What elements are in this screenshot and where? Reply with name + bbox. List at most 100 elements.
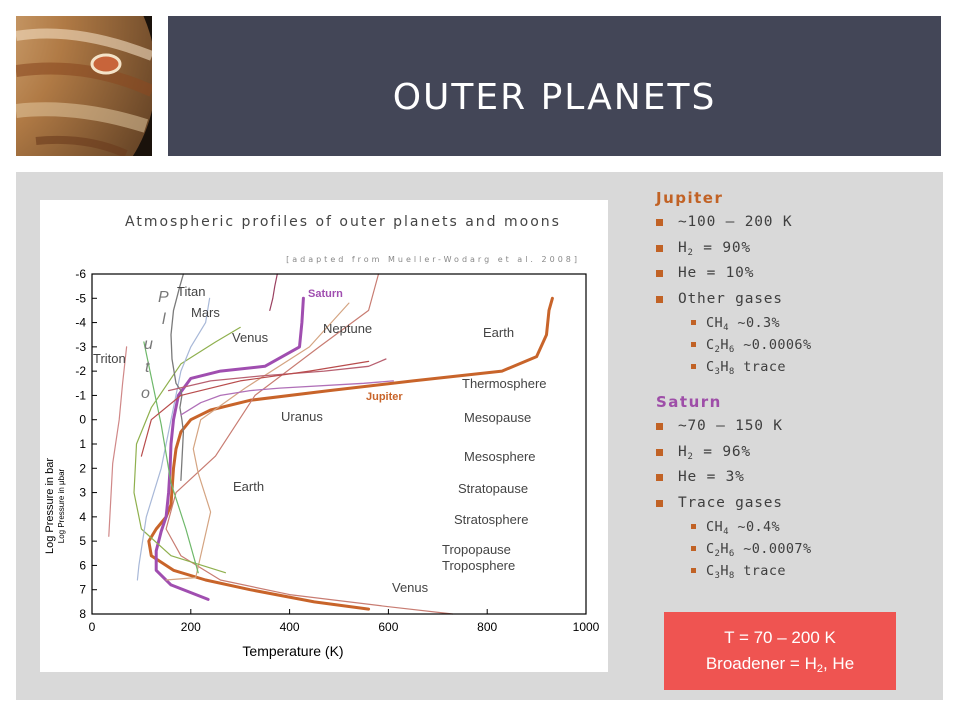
saturn-h2-value: = 96% xyxy=(693,443,751,460)
bullet-square-icon xyxy=(656,295,663,303)
list-subitem: C3H8 trace xyxy=(656,560,936,582)
list-subitem: C3H8 trace xyxy=(656,356,936,378)
summary-box: T = 70 – 200 K Broadener = H2, He xyxy=(664,612,896,690)
saturn-temp-text: ~70 – 150 K xyxy=(678,418,783,434)
chart-credit: [adapted from Mueller-Wodarg et al. 2008… xyxy=(286,255,580,264)
x-tick-label: 400 xyxy=(280,620,300,634)
label-troposphere: Troposphere xyxy=(442,558,515,573)
list-subitem: C2H6 ~0.0006% xyxy=(656,334,936,356)
formula-part: H xyxy=(720,541,729,557)
y-tick-label: 1 xyxy=(79,437,86,451)
formula-subscript: 2 xyxy=(714,549,721,559)
bullet-square-icon xyxy=(691,524,696,529)
formula-part: H xyxy=(720,337,729,353)
label-stratopause: Stratopause xyxy=(458,481,528,496)
jupiter-temp-text: ~100 – 200 K xyxy=(678,214,793,230)
formula-subscript: 6 xyxy=(728,549,735,559)
bullet-square-icon xyxy=(656,270,663,277)
bullet-square-icon xyxy=(656,244,663,252)
chart-title: Atmospheric profiles of outer planets an… xyxy=(125,214,561,230)
series-line-4 xyxy=(133,326,241,574)
pluto-label-o: o xyxy=(141,385,150,402)
series-saturn-line xyxy=(154,296,305,601)
list-item: He = 3% xyxy=(656,465,936,491)
y-tick-label: -4 xyxy=(75,316,86,330)
series-line-12 xyxy=(269,273,278,311)
label-uranus: Uranus xyxy=(281,409,323,424)
bullet-square-icon xyxy=(656,423,663,430)
formula-part: C xyxy=(706,337,715,353)
label-triton: Triton xyxy=(93,351,126,366)
plot-frame xyxy=(91,273,587,615)
label-earth-top: Earth xyxy=(483,325,514,340)
bullet-square-icon xyxy=(691,320,696,325)
list-item: H2 = 96% xyxy=(656,440,936,466)
y-tick-label: 4 xyxy=(79,510,86,524)
series-lines xyxy=(108,273,554,615)
saturn-h2-subscript: 2 xyxy=(687,451,694,462)
jupiter-image xyxy=(16,16,152,156)
label-saturn: Saturn xyxy=(308,288,343,300)
y-tick-label: -1 xyxy=(75,388,86,402)
series-line-9 xyxy=(180,380,394,416)
bullet-square-icon xyxy=(656,499,663,507)
x-tick-label: 1000 xyxy=(573,620,600,634)
formula-part: C xyxy=(706,359,715,375)
formula-subscript: 3 xyxy=(714,367,721,377)
pluto-label-p: P xyxy=(158,289,169,306)
saturn-h2-symbol: H xyxy=(678,443,688,460)
title-bar: OUTER PLANETS xyxy=(168,16,941,156)
formula-part: CH xyxy=(706,315,724,331)
list-item: Trace gases xyxy=(656,491,936,517)
formula-subscript: 2 xyxy=(714,345,721,355)
series-line-10 xyxy=(108,346,128,537)
series-line-6 xyxy=(143,341,199,574)
formula-value: ~0.0007% xyxy=(734,541,812,557)
saturn-trace-text: Trace gases xyxy=(678,494,783,511)
x-tick-label: 0 xyxy=(89,620,96,634)
label-neptune: Neptune xyxy=(323,321,372,336)
label-tropopause: Tropopause xyxy=(442,542,511,557)
list-subitem: CH4 ~0.4% xyxy=(656,516,936,538)
list-item: ~70 – 150 K xyxy=(656,414,936,440)
y-tick-labels: -6 -5 -4 -3 -2 -1 0 1 2 3 4 5 6 7 8 xyxy=(75,267,86,621)
bullet-square-icon xyxy=(656,474,663,481)
formula-value: trace xyxy=(734,359,786,375)
formula-part: C xyxy=(706,541,715,557)
jupiter-h2-symbol: H xyxy=(678,239,688,256)
slide-title: OUTER PLANETS xyxy=(392,77,717,118)
series-line-5 xyxy=(136,297,211,581)
bullet-list: Jupiter ~100 – 200 K H2 = 90% He = 10% O… xyxy=(656,186,936,582)
y-tick-label: -6 xyxy=(75,267,86,281)
pluto-label-t: t xyxy=(145,359,150,376)
label-mesopause: Mesopause xyxy=(464,410,531,425)
formula-subscript: 8 xyxy=(728,571,735,581)
y-tick-label: -5 xyxy=(75,291,86,305)
label-venus-bottom: Venus xyxy=(392,580,429,595)
formula-subscript: 4 xyxy=(723,323,729,333)
label-mesosphere: Mesosphere xyxy=(464,449,536,464)
x-tick-label: 600 xyxy=(378,620,398,634)
y-tick-label: -2 xyxy=(75,364,86,378)
list-item: ~100 – 200 K xyxy=(656,210,936,236)
bullet-square-icon xyxy=(691,342,696,347)
formula-value: trace xyxy=(734,563,786,579)
list-subitem: C2H6 ~0.0007% xyxy=(656,538,936,560)
x-tick-labels: 0 200 400 600 800 1000 xyxy=(89,620,600,634)
jupiter-heading: Jupiter xyxy=(656,189,724,207)
series-line-11 xyxy=(140,360,370,457)
y-tick-label: 6 xyxy=(79,558,86,572)
series-jupiter-line xyxy=(147,296,554,611)
summary-temperature: T = 70 – 200 K xyxy=(724,628,836,647)
list-item: H2 = 90% xyxy=(656,236,936,262)
atmospheric-profile-figure: Atmospheric profiles of outer planets an… xyxy=(40,200,608,672)
bullet-square-icon xyxy=(656,219,663,226)
summary-broadener-subscript: 2 xyxy=(816,663,823,675)
formula-subscript: 6 xyxy=(728,345,735,355)
y-tick-label: -3 xyxy=(75,340,86,354)
formula-value: ~0.0006% xyxy=(734,337,812,353)
pluto-label-u: u xyxy=(144,336,153,353)
bullet-square-icon xyxy=(691,546,696,551)
label-earth-bottom: Earth xyxy=(233,479,264,494)
jupiter-image-art xyxy=(16,16,152,156)
